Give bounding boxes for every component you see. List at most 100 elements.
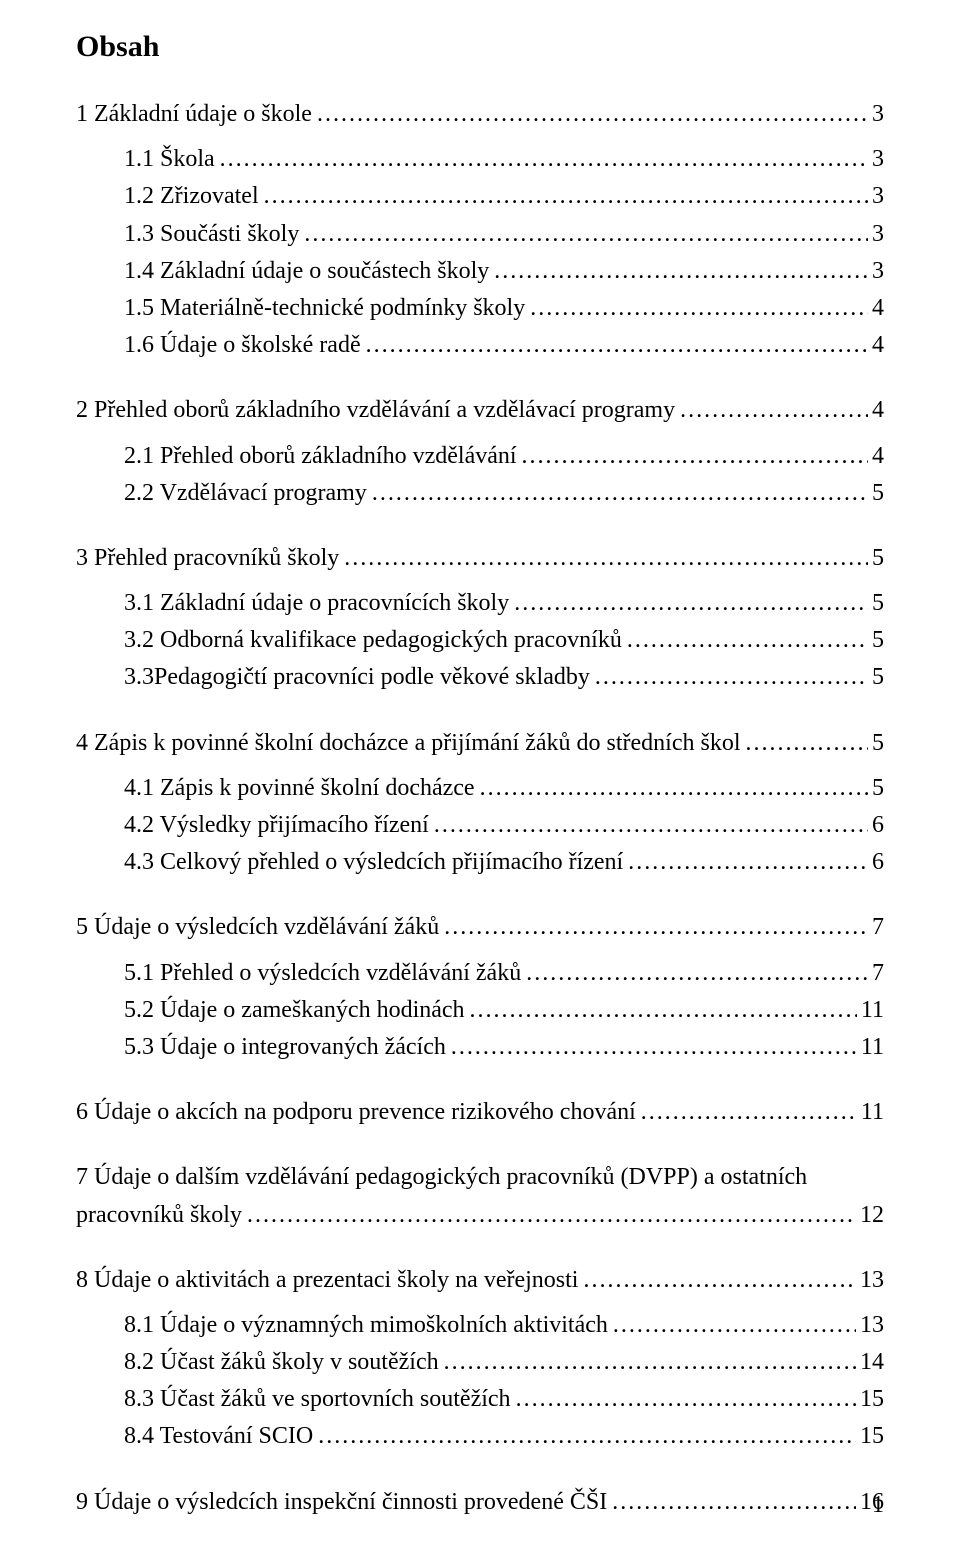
- toc-leader: [493, 253, 868, 290]
- toc-leader: [343, 540, 868, 577]
- toc-entry: 7 Údaje o dalším vzdělávání pedagogickýc…: [76, 1159, 884, 1233]
- toc-leader: [513, 585, 868, 622]
- toc-page: 4: [872, 392, 884, 429]
- toc-entry: 9 Údaje o výsledcích inspekční činnosti …: [76, 1484, 884, 1521]
- toc-label: 1.1 Škola: [124, 141, 215, 178]
- toc-label: 4.1 Zápis k povinné školní docházce: [124, 770, 475, 807]
- toc-label-line2: pracovníků školy: [76, 1197, 242, 1234]
- toc-entry: 4.3 Celkový přehled o výsledcích přijíma…: [76, 844, 884, 881]
- toc-label: 5 Údaje o výsledcích vzdělávání žáků: [76, 909, 439, 946]
- toc-label: 4.2 Výsledky přijímacího řízení: [124, 807, 429, 844]
- toc-leader: [443, 909, 868, 946]
- toc-leader: [303, 216, 868, 253]
- toc-leader: [745, 725, 869, 762]
- page: Obsah 1 Základní údaje o škole 3 1.1 Ško…: [0, 0, 960, 1543]
- toc-leader: [450, 1029, 857, 1066]
- toc-page: 3: [872, 178, 884, 215]
- toc-label: 5.2 Údaje o zameškaných hodinách: [124, 992, 465, 1029]
- toc-label: 4 Zápis k povinné školní docházce a přij…: [76, 725, 741, 762]
- toc-page: 4: [872, 327, 884, 364]
- toc-entry: 1.6 Údaje o školské radě 4: [76, 327, 884, 364]
- toc-label: 3.2 Odborná kvalifikace pedagogických pr…: [124, 622, 622, 659]
- toc-entry: 8.3 Účast žáků ve sportovních soutěžích …: [76, 1381, 884, 1418]
- toc-entry: 5 Údaje o výsledcích vzdělávání žáků 7: [76, 909, 884, 946]
- toc-label: 5.3 Údaje o integrovaných žácích: [124, 1029, 446, 1066]
- toc-entry: 3 Přehled pracovníků školy 5: [76, 540, 884, 577]
- toc-entry: 5.1 Přehled o výsledcích vzdělávání žáků…: [76, 955, 884, 992]
- toc-leader: [611, 1484, 856, 1521]
- toc-leader: [479, 770, 868, 807]
- toc-leader: [594, 659, 868, 696]
- toc-label: 3.3Pedagogičtí pracovníci podle věkové s…: [124, 659, 590, 696]
- toc-entry: 1.1 Škola 3: [76, 141, 884, 178]
- toc-page: 3: [872, 141, 884, 178]
- toc-leader: [626, 622, 868, 659]
- toc-entry: 4.1 Zápis k povinné školní docházce 5: [76, 770, 884, 807]
- toc-leader: [246, 1197, 856, 1234]
- toc-label: 2.2 Vzdělávací programy: [124, 475, 367, 512]
- toc-label: 8.4 Testování SCIO: [124, 1418, 313, 1455]
- toc-label-line1: 7 Údaje o dalším vzdělávání pedagogickýc…: [76, 1159, 884, 1196]
- toc-entry: 3.1 Základní údaje o pracovnících školy …: [76, 585, 884, 622]
- toc-leader: [521, 438, 868, 475]
- toc-page: 5: [872, 475, 884, 512]
- toc-page: 11: [861, 1029, 884, 1066]
- toc-label: 8.2 Účast žáků školy v soutěžích: [124, 1344, 439, 1381]
- toc-entry: 1.4 Základní údaje o součástech školy 3: [76, 253, 884, 290]
- toc-leader: [316, 96, 868, 133]
- toc-leader: [443, 1344, 856, 1381]
- toc-entry: 8.1 Údaje o významných mimoškolních akti…: [76, 1307, 884, 1344]
- toc-entry: 5.3 Údaje o integrovaných žácích 11: [76, 1029, 884, 1066]
- toc-entry: 3.2 Odborná kvalifikace pedagogických pr…: [76, 622, 884, 659]
- toc-entry: 4 Zápis k povinné školní docházce a přij…: [76, 725, 884, 762]
- toc-leader: [627, 844, 868, 881]
- toc-page: 5: [872, 585, 884, 622]
- toc-leader: [433, 807, 868, 844]
- toc-label: 3.1 Základní údaje o pracovnících školy: [124, 585, 509, 622]
- toc-label: 8.1 Údaje o významných mimoškolních akti…: [124, 1307, 608, 1344]
- toc-label: 2 Přehled oborů základního vzdělávání a …: [76, 392, 675, 429]
- toc-page: 11: [861, 1094, 884, 1131]
- toc-leader: [582, 1262, 856, 1299]
- toc-label: 9 Údaje o výsledcích inspekční činnosti …: [76, 1484, 607, 1521]
- toc-label: 8 Údaje o aktivitách a prezentaci školy …: [76, 1262, 578, 1299]
- toc-leader: [317, 1418, 856, 1455]
- toc-page: 7: [872, 955, 884, 992]
- toc-title: Obsah: [76, 30, 884, 64]
- toc-page: 5: [872, 540, 884, 577]
- toc-label: 1 Základní údaje o škole: [76, 96, 312, 133]
- toc-page: 12: [860, 1197, 884, 1234]
- toc-label: 1.6 Údaje o školské radě: [124, 327, 361, 364]
- toc-page: 6: [872, 844, 884, 881]
- toc-leader: [679, 392, 868, 429]
- toc-page: 7: [872, 909, 884, 946]
- toc-page: 5: [872, 622, 884, 659]
- toc-page: 13: [860, 1307, 884, 1344]
- toc-leader: [219, 141, 868, 178]
- toc-page: 3: [872, 96, 884, 133]
- toc-entry: 2.2 Vzdělávací programy 5: [76, 475, 884, 512]
- toc-leader: [612, 1307, 856, 1344]
- toc-label: 6 Údaje o akcích na podporu prevence riz…: [76, 1094, 636, 1131]
- toc-label: 5.1 Přehled o výsledcích vzdělávání žáků: [124, 955, 521, 992]
- toc-label: 2.1 Přehled oborů základního vzdělávání: [124, 438, 517, 475]
- toc-label: 8.3 Účast žáků ve sportovních soutěžích: [124, 1381, 511, 1418]
- toc-page: 13: [860, 1262, 884, 1299]
- toc-label: 4.3 Celkový přehled o výsledcích přijíma…: [124, 844, 623, 881]
- toc-entry: 1.2 Zřizovatel 3: [76, 178, 884, 215]
- toc-page: 15: [860, 1381, 884, 1418]
- toc-page: 3: [872, 216, 884, 253]
- toc-leader: [529, 290, 868, 327]
- toc-entry: 1.5 Materiálně-technické podmínky školy …: [76, 290, 884, 327]
- toc-leader: [515, 1381, 856, 1418]
- toc-leader: [525, 955, 868, 992]
- toc-entry: 2.1 Přehled oborů základního vzdělávání …: [76, 438, 884, 475]
- toc-entry: 8.2 Účast žáků školy v soutěžích 14: [76, 1344, 884, 1381]
- toc-leader: [371, 475, 868, 512]
- toc-page: 5: [872, 659, 884, 696]
- toc-page: 5: [872, 725, 884, 762]
- toc-entry: 8.4 Testování SCIO 15: [76, 1418, 884, 1455]
- toc-page: 4: [872, 438, 884, 475]
- toc-leader: [469, 992, 857, 1029]
- toc-entry: 1 Základní údaje o škole 3: [76, 96, 884, 133]
